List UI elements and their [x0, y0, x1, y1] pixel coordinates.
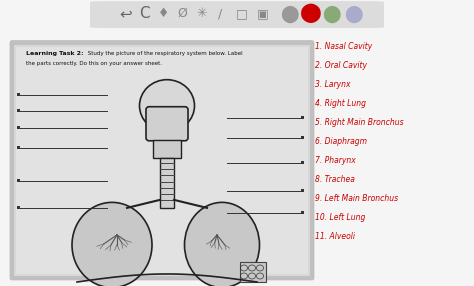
FancyBboxPatch shape — [10, 41, 314, 280]
Text: ✳: ✳ — [196, 7, 207, 20]
Bar — [17, 146, 20, 149]
Text: ⬤: ⬤ — [322, 5, 341, 23]
Text: 3. Larynx: 3. Larynx — [315, 80, 350, 89]
Bar — [14, 45, 310, 276]
Text: ♦: ♦ — [158, 7, 169, 20]
Text: Ø: Ø — [178, 7, 187, 20]
Text: ▣: ▣ — [257, 7, 269, 20]
Bar — [17, 109, 20, 112]
FancyBboxPatch shape — [90, 1, 384, 28]
Text: ⬤: ⬤ — [280, 5, 299, 23]
Bar — [17, 179, 20, 182]
Text: 4. Right Lung: 4. Right Lung — [315, 99, 366, 108]
Bar — [17, 126, 20, 129]
Ellipse shape — [184, 202, 259, 286]
Text: 1. Nasal Cavity: 1. Nasal Cavity — [315, 42, 372, 51]
Bar — [240, 262, 266, 282]
Text: the parts correctly. Do this on your answer sheet.: the parts correctly. Do this on your ans… — [26, 61, 162, 66]
Text: ⬤: ⬤ — [300, 4, 321, 23]
Bar — [301, 189, 304, 192]
Bar — [16, 47, 308, 274]
Bar — [301, 211, 304, 214]
Bar — [17, 206, 20, 209]
Text: 8. Trachea: 8. Trachea — [315, 175, 355, 184]
Text: 6. Diaphragm: 6. Diaphragm — [315, 137, 367, 146]
FancyBboxPatch shape — [146, 107, 188, 141]
Ellipse shape — [139, 80, 194, 132]
Bar — [153, 140, 181, 158]
Bar — [301, 116, 304, 119]
Bar — [301, 136, 304, 139]
Text: ⬤: ⬤ — [344, 5, 363, 23]
Ellipse shape — [72, 202, 152, 286]
Text: ↩: ↩ — [119, 6, 132, 21]
Bar — [301, 161, 304, 164]
Text: Learning Task 2:: Learning Task 2: — [26, 51, 83, 56]
Text: 10. Left Lung: 10. Left Lung — [315, 213, 365, 222]
Text: 7. Pharynx: 7. Pharynx — [315, 156, 356, 165]
Text: 11. Alveoli: 11. Alveoli — [315, 232, 355, 241]
Text: C: C — [139, 6, 150, 21]
Text: 5. Right Main Bronchus: 5. Right Main Bronchus — [315, 118, 404, 127]
Text: Study the picture of the respiratory system below. Label: Study the picture of the respiratory sys… — [86, 51, 243, 56]
Text: 2. Oral Cavity: 2. Oral Cavity — [315, 61, 367, 70]
Text: □: □ — [236, 7, 247, 20]
Bar — [17, 93, 20, 96]
Text: /: / — [219, 7, 222, 20]
Bar — [160, 158, 174, 208]
Text: 9. Left Main Bronchus: 9. Left Main Bronchus — [315, 194, 398, 203]
